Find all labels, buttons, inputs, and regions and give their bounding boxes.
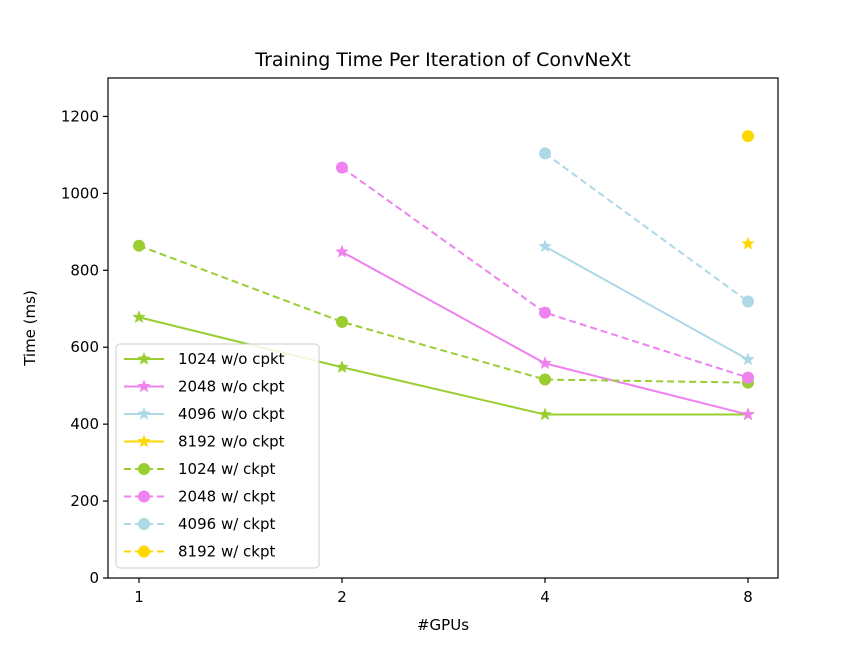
legend-marker: [137, 351, 151, 365]
y-axis: 0 200 400 600 800 1000 1200: [61, 107, 108, 587]
series-line: [138, 316, 748, 416]
series-line: [138, 244, 749, 384]
data-point: [538, 356, 552, 370]
legend-item: 2048 w/ ckpt: [124, 488, 275, 506]
series: [538, 239, 755, 366]
y-tick-label: 1000: [61, 184, 99, 202]
series-line: [544, 152, 749, 303]
legend-item: 1024 w/o cpkt: [124, 350, 285, 368]
legend-marker: [138, 545, 150, 558]
legend-label: 2048 w/o ckpt: [178, 378, 285, 396]
y-tick-label: 600: [70, 338, 99, 356]
y-axis-label: Time (ms): [21, 290, 39, 367]
data-point: [539, 147, 551, 160]
data-point: [538, 239, 552, 253]
chart-title: Training Time Per Iteration of ConvNeXt: [254, 49, 630, 71]
plot-area: [107, 77, 779, 579]
data-point: [336, 161, 348, 174]
series: [741, 236, 755, 250]
series-layer: [132, 130, 755, 421]
legend-item: 1024 w/ ckpt: [124, 460, 275, 478]
legend-label: 8192 w/ ckpt: [178, 543, 275, 561]
legend-item: 8192 w/o ckpt: [124, 433, 285, 451]
legend-label: 8192 w/o ckpt: [178, 433, 285, 451]
data-point: [335, 360, 349, 374]
data-point: [133, 239, 145, 252]
x-tick-label: 2: [337, 588, 347, 606]
legend-label: 4096 w/o ckpt: [178, 405, 285, 423]
series: [539, 147, 754, 308]
data-point: [335, 244, 349, 258]
legend-item: 4096 w/ ckpt: [124, 515, 275, 533]
series: [335, 244, 755, 421]
y-tick-label: 0: [89, 569, 99, 587]
data-point: [742, 371, 754, 384]
legend-label: 1024 w/ ckpt: [178, 460, 275, 478]
series-line: [341, 250, 749, 416]
x-tick-label: 8: [743, 588, 753, 606]
x-tick-label: 1: [134, 588, 144, 606]
series-line: [341, 166, 749, 379]
x-axis-label: #GPUs: [417, 616, 469, 634]
y-tick-label: 800: [70, 261, 99, 279]
data-point: [539, 373, 551, 386]
legend-item: 8192 w/ ckpt: [124, 543, 275, 561]
legend-item: 2048 w/o ckpt: [124, 378, 285, 396]
y-tick-label: 200: [70, 492, 99, 510]
data-point: [742, 295, 754, 308]
data-point: [336, 315, 348, 328]
legend-item: 4096 w/o ckpt: [124, 405, 285, 423]
data-point: [741, 352, 755, 366]
legend-marker: [137, 406, 151, 420]
series: [336, 161, 754, 384]
legend: 1024 w/o cpkt 2048 w/o ckpt 4096 w/o ckpt 8…: [115, 343, 320, 569]
data-point: [539, 306, 551, 319]
legend-marker: [137, 434, 151, 448]
legend-marker: [138, 518, 150, 530]
x-tick-label: 4: [540, 588, 550, 606]
data-point: [741, 236, 755, 250]
legend-marker: [138, 490, 150, 503]
series: [742, 130, 754, 143]
legend-box: [115, 343, 320, 569]
x-axis: 1 2 4 8: [134, 578, 753, 606]
data-point: [742, 130, 754, 143]
legend-label: 4096 w/ ckpt: [178, 515, 275, 533]
legend-marker: [138, 463, 150, 475]
y-tick-label: 400: [70, 415, 99, 433]
legend-label: 2048 w/ ckpt: [178, 488, 275, 506]
y-tick-label: 1200: [61, 107, 99, 125]
legend-label: 1024 w/o cpkt: [178, 350, 285, 368]
data-point: [741, 407, 755, 421]
data-point: [132, 310, 146, 324]
series-line: [544, 245, 749, 361]
legend-marker: [137, 379, 151, 393]
data-point: [538, 407, 552, 421]
